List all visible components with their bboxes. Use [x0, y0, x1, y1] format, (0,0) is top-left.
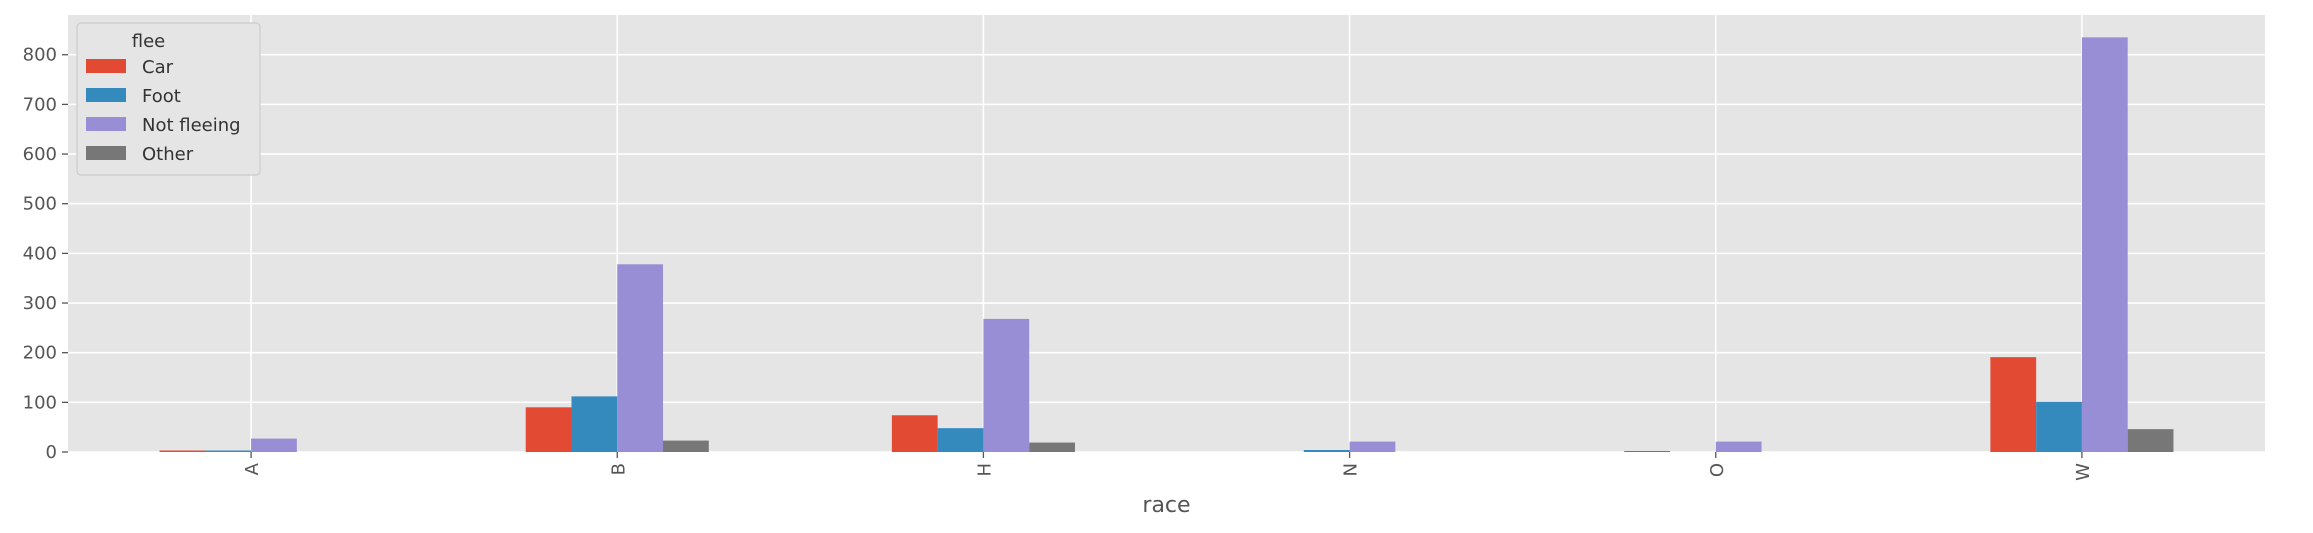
y-tick-label: 300	[23, 293, 57, 314]
y-tick-label: 500	[23, 194, 57, 215]
y-tick-label: 400	[23, 243, 57, 264]
legend-label: Car	[142, 57, 174, 78]
bar-car-W	[1990, 357, 2037, 452]
legend-swatch	[86, 146, 126, 160]
x-tick-label: O	[1707, 463, 1728, 477]
x-axis-label: race	[1142, 493, 1190, 518]
bars	[159, 37, 2174, 453]
y-axis: 0 100 200 300 400 500 600 700 800	[23, 45, 68, 463]
bar-foot-A	[205, 450, 252, 452]
y-tick-label: 200	[23, 343, 57, 364]
bar-not-fleeing-W	[2081, 37, 2128, 453]
bar-foot-B	[571, 396, 618, 452]
bar-other-B	[663, 440, 709, 452]
bar-car-B	[525, 407, 572, 452]
legend-swatch	[86, 117, 126, 131]
legend-swatch	[86, 88, 126, 102]
grid-lines	[68, 15, 2265, 453]
x-tick-label: A	[242, 462, 263, 475]
bar-foot-H	[937, 428, 984, 452]
x-tick-label: N	[1341, 463, 1362, 476]
legend-label: Not fleeing	[142, 115, 241, 136]
bar-not-fleeing-B	[617, 264, 664, 452]
legend-swatch	[86, 59, 126, 73]
y-tick-label: 0	[46, 442, 57, 463]
bar-not-fleeing-H	[983, 318, 1030, 452]
x-tick-label: B	[608, 463, 629, 475]
bar-not-fleeing-A	[251, 438, 297, 452]
bar-car-A	[159, 450, 206, 452]
bar-other-W	[2127, 429, 2174, 452]
bar-car-O	[1624, 451, 1670, 452]
legend-items: Car Foot Not fleeing Other	[86, 57, 241, 165]
bar-foot-W	[2036, 401, 2082, 452]
y-tick-label: 600	[23, 144, 57, 165]
bar-not-fleeing-N	[1349, 441, 1396, 452]
plot-background	[68, 15, 2265, 452]
x-tick-label: H	[974, 463, 995, 477]
bar-other-H	[1029, 442, 1075, 452]
y-tick-label: 800	[23, 45, 57, 66]
bar-car-H	[891, 415, 938, 452]
y-tick-label: 700	[23, 94, 57, 115]
legend: flee Car Foot Not fleeing Other	[76, 22, 261, 176]
bar-not-fleeing-O	[1715, 441, 1762, 452]
legend-label: Foot	[142, 86, 181, 107]
legend-label: Other	[142, 144, 194, 165]
x-tick-label: W	[2073, 463, 2094, 481]
legend-title: flee	[132, 31, 166, 52]
bar-foot-N	[1303, 450, 1350, 452]
y-tick-label: 100	[23, 392, 57, 413]
